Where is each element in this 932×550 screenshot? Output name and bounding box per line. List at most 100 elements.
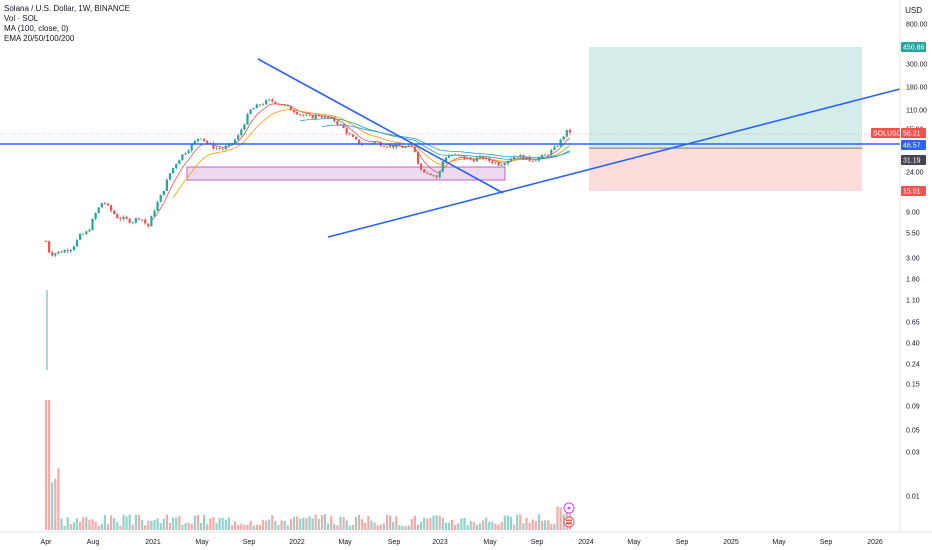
volume-bar <box>420 521 423 530</box>
candle-body <box>75 239 79 247</box>
trend-lines <box>0 58 901 238</box>
volume-bar <box>488 521 491 530</box>
volume-bar <box>382 523 385 530</box>
price-tick-label: 24.00 <box>906 170 924 177</box>
volume-bar <box>522 523 525 530</box>
volume-bar <box>199 523 203 530</box>
time-tick-label: Sep <box>676 539 689 546</box>
price-tag-bg <box>901 140 926 150</box>
volume-bar <box>308 516 311 530</box>
volume-bar <box>395 516 398 530</box>
volume-bar <box>367 515 370 530</box>
volume-bar <box>97 525 100 530</box>
candle-body <box>457 154 460 156</box>
candle-body <box>327 115 330 118</box>
currency-label[interactable]: USD <box>905 6 922 15</box>
candle-body <box>376 141 379 143</box>
volume-bar <box>54 478 57 530</box>
chart-legend: Solana / U.S. Dollar, 1W, BINANCE Vol · … <box>4 4 130 44</box>
volume-bar <box>85 517 88 530</box>
volume-bar <box>165 514 168 530</box>
candle-body <box>435 175 438 178</box>
volume-bar <box>435 515 438 530</box>
volume-bar <box>184 523 187 530</box>
volume-bar <box>178 516 181 530</box>
candle-body <box>97 207 100 213</box>
volume-bar <box>75 518 79 530</box>
candle-body <box>500 164 503 166</box>
candle-body <box>203 138 206 141</box>
volume-bar <box>172 517 175 530</box>
volume-bar <box>398 525 401 530</box>
time-axis: Apr Aug 2021 May Sep 2022 May Sep 2023 May Sep 2024… <box>41 539 883 546</box>
volume-bar <box>358 514 361 530</box>
candle-body <box>224 146 227 150</box>
volume-bar <box>556 506 559 530</box>
volume-bar <box>128 514 131 530</box>
volume-bar <box>354 517 358 530</box>
volume-bar <box>342 517 345 530</box>
volume-bar <box>196 514 199 530</box>
volume-bar <box>457 523 460 530</box>
candle-body <box>553 146 556 151</box>
candle-body <box>141 219 144 221</box>
target-zone <box>589 47 862 149</box>
symbol-title[interactable]: Solana / U.S. Dollar, 1W, BINANCE <box>4 4 130 13</box>
price-tick-label: 0.03 <box>906 450 920 457</box>
volume-bar <box>404 525 407 530</box>
volume-bar <box>426 518 429 530</box>
volume-bar <box>463 517 466 530</box>
price-tick-label: 300.00 <box>906 62 928 69</box>
volume-bar <box>162 518 165 530</box>
candle-body <box>544 154 547 156</box>
price-tag-label: SOLUSD <box>873 131 902 138</box>
volume-bar <box>215 523 218 530</box>
candle-body <box>302 114 305 116</box>
volume-bar <box>206 524 209 530</box>
candle-body <box>540 154 544 158</box>
time-tick-label: 2025 <box>723 539 739 546</box>
candle-body <box>482 155 485 159</box>
time-tick-label: May <box>338 539 352 546</box>
candle-body <box>221 148 224 150</box>
volume-bar <box>525 517 528 530</box>
candle-body <box>466 157 469 159</box>
candle-body <box>113 210 116 215</box>
ma-legend[interactable]: MA (100, close, 0) <box>4 24 69 33</box>
volume-bar <box>451 519 454 530</box>
candle-body <box>63 250 66 253</box>
candle-body <box>385 146 389 148</box>
candle-body <box>339 124 342 126</box>
candle-body <box>491 161 494 164</box>
candle-body <box>460 155 463 157</box>
volume-bar <box>466 525 469 530</box>
volume-bar <box>379 524 382 530</box>
candle-body <box>116 214 119 219</box>
volume-bar <box>258 524 261 530</box>
candle-body <box>559 139 562 147</box>
volume-bar <box>482 520 485 530</box>
volume-bar <box>286 525 289 530</box>
volume-legend[interactable]: Vol · SOL <box>4 14 39 23</box>
candle-body <box>48 241 51 253</box>
candle-body <box>103 203 106 204</box>
candle-body <box>280 104 283 106</box>
price-tag-label: 15.01 <box>903 189 921 196</box>
flag-stripe <box>566 521 572 523</box>
ema-legend[interactable]: EMA 20/50/100/200 <box>4 34 75 43</box>
candle-body <box>265 100 268 105</box>
volume-bar <box>413 515 416 530</box>
event-icons[interactable] <box>563 502 575 528</box>
candle-body <box>509 159 513 161</box>
volume-bar <box>193 515 196 530</box>
volume-bar <box>364 523 367 530</box>
candle-body <box>227 143 230 147</box>
candle-body <box>249 109 252 114</box>
volume-bar <box>44 400 48 530</box>
volume-bar <box>478 523 482 530</box>
candle-body <box>150 216 153 227</box>
price-tick-label: 0.09 <box>906 404 920 411</box>
volume-bar <box>407 525 410 530</box>
volume-bar <box>106 523 110 530</box>
